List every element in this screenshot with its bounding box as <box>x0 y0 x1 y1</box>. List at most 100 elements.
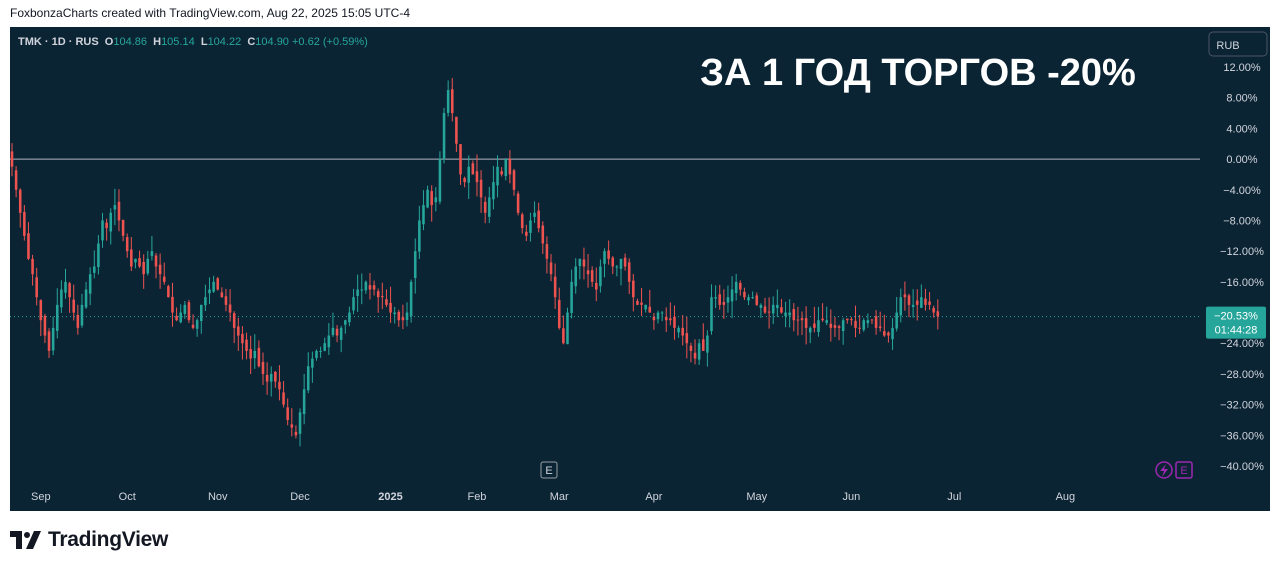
candle[interactable] <box>154 252 158 279</box>
candle[interactable] <box>43 313 47 344</box>
candle[interactable] <box>734 273 738 301</box>
candle[interactable] <box>726 285 730 313</box>
candle[interactable] <box>51 316 55 356</box>
candle[interactable] <box>134 258 137 269</box>
candle[interactable] <box>459 144 462 185</box>
candle[interactable] <box>162 262 166 285</box>
candle[interactable] <box>792 303 796 332</box>
candle[interactable] <box>372 280 376 296</box>
candle[interactable] <box>570 269 573 319</box>
candle[interactable] <box>718 284 722 310</box>
candle[interactable] <box>595 267 598 302</box>
candle[interactable] <box>60 280 63 313</box>
candle[interactable] <box>467 155 471 199</box>
candle[interactable] <box>673 305 676 340</box>
candle[interactable] <box>582 247 586 280</box>
candle[interactable] <box>636 298 639 306</box>
candle[interactable] <box>179 304 182 324</box>
candle[interactable] <box>804 306 808 345</box>
candle[interactable] <box>656 310 660 324</box>
candle[interactable] <box>339 325 343 353</box>
candle[interactable] <box>381 282 384 310</box>
candle[interactable] <box>282 381 285 408</box>
candle[interactable] <box>401 304 405 330</box>
candle[interactable] <box>590 266 594 287</box>
candle[interactable] <box>730 276 734 319</box>
candle[interactable] <box>228 289 232 322</box>
candle[interactable] <box>253 334 257 369</box>
candle[interactable] <box>360 273 364 305</box>
candle[interactable] <box>632 273 635 312</box>
price-chart[interactable]: 12.00% 8.00% 4.00% 0.00% −4.00% −8.00% −12.00%… <box>10 27 1270 511</box>
candle[interactable] <box>290 408 294 437</box>
candle[interactable] <box>492 166 495 210</box>
candle[interactable] <box>158 253 162 289</box>
candle[interactable] <box>566 307 569 345</box>
candle[interactable] <box>167 284 170 298</box>
candle[interactable] <box>18 188 22 228</box>
candle[interactable] <box>928 291 931 310</box>
candle[interactable] <box>714 285 717 309</box>
candle[interactable] <box>784 301 787 328</box>
candle[interactable] <box>747 294 750 306</box>
candle[interactable] <box>471 160 475 175</box>
candle[interactable] <box>533 201 536 223</box>
candle[interactable] <box>878 311 882 332</box>
candle[interactable] <box>475 154 479 197</box>
candle[interactable] <box>574 258 577 294</box>
candle[interactable] <box>932 305 935 318</box>
candle[interactable] <box>488 186 491 224</box>
candle[interactable] <box>212 275 215 293</box>
candle[interactable] <box>125 233 129 258</box>
candle[interactable] <box>483 196 487 224</box>
candle[interactable] <box>331 312 335 337</box>
candle[interactable] <box>10 143 14 177</box>
candle[interactable] <box>113 188 117 226</box>
candle[interactable] <box>557 287 561 330</box>
candle[interactable] <box>39 299 43 337</box>
candle[interactable] <box>899 288 903 323</box>
candle[interactable] <box>883 314 886 337</box>
candle[interactable] <box>549 254 553 282</box>
candle[interactable] <box>710 284 713 335</box>
candle[interactable] <box>776 289 779 318</box>
candle[interactable] <box>35 267 38 306</box>
candle[interactable] <box>68 281 71 313</box>
candle[interactable] <box>874 310 878 335</box>
candle[interactable] <box>788 299 791 328</box>
candle[interactable] <box>183 300 187 319</box>
candle[interactable] <box>232 311 236 344</box>
candle[interactable] <box>763 297 767 314</box>
candle[interactable] <box>936 299 940 330</box>
candle[interactable] <box>327 323 331 355</box>
candle[interactable] <box>866 313 870 328</box>
candle[interactable] <box>463 176 466 188</box>
candle[interactable] <box>72 284 75 321</box>
candle[interactable] <box>516 191 520 216</box>
candle[interactable] <box>689 342 693 363</box>
candle[interactable] <box>397 309 401 327</box>
candle[interactable] <box>146 250 150 276</box>
candle[interactable] <box>261 352 265 385</box>
candle[interactable] <box>599 259 602 293</box>
candle[interactable] <box>619 258 623 286</box>
candle[interactable] <box>924 288 927 311</box>
candle[interactable] <box>891 318 894 350</box>
candle[interactable] <box>796 306 800 336</box>
candle[interactable] <box>109 208 113 245</box>
candle[interactable] <box>257 340 261 368</box>
candle[interactable] <box>607 240 610 265</box>
candle[interactable] <box>315 349 318 361</box>
candle[interactable] <box>808 326 812 344</box>
candle[interactable] <box>553 263 557 309</box>
candle[interactable] <box>479 170 483 213</box>
candle[interactable] <box>426 185 429 209</box>
candle[interactable] <box>302 373 306 425</box>
candle[interactable] <box>780 299 783 314</box>
candle[interactable] <box>220 287 224 298</box>
candle[interactable] <box>294 425 298 439</box>
candle[interactable] <box>825 306 828 326</box>
candle[interactable] <box>93 250 96 279</box>
candle[interactable] <box>697 339 701 365</box>
candle[interactable] <box>55 288 59 339</box>
